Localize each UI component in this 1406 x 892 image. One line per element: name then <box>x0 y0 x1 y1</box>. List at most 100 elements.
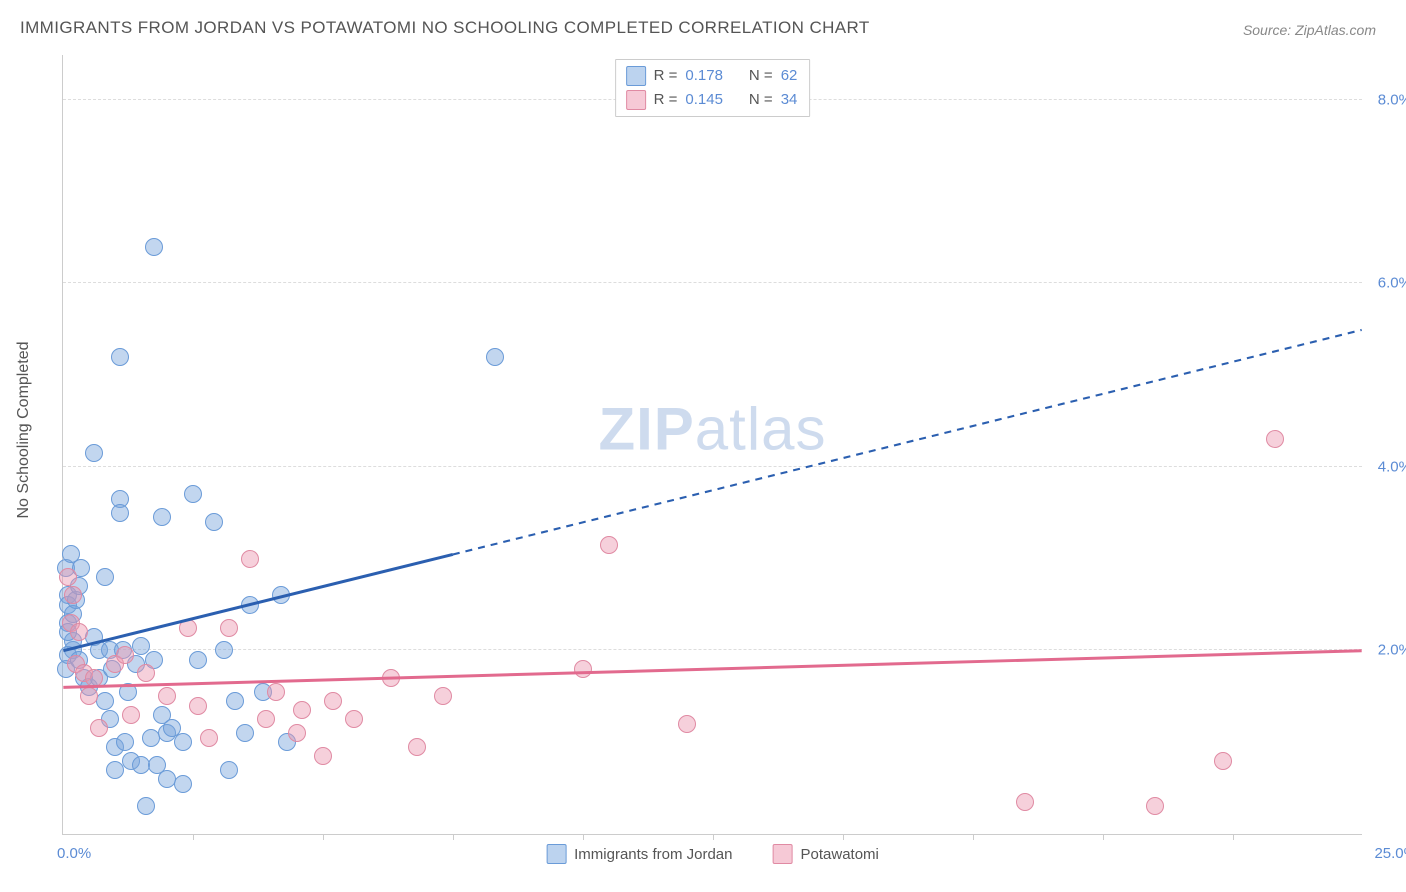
x-minor-tick <box>193 834 194 840</box>
n-label: N = <box>749 88 773 112</box>
scatter-point <box>116 646 134 664</box>
scatter-point <box>137 797 155 815</box>
gridline <box>63 649 1362 650</box>
watermark: ZIPatlas <box>598 394 826 463</box>
scatter-point <box>116 733 134 751</box>
legend-swatch-icon <box>773 844 793 864</box>
n-label: N = <box>749 64 773 88</box>
x-minor-tick <box>1103 834 1104 840</box>
x-minor-tick <box>713 834 714 840</box>
scatter-point <box>293 701 311 719</box>
scatter-point <box>122 706 140 724</box>
scatter-point <box>272 586 290 604</box>
scatter-point <box>226 692 244 710</box>
gridline <box>63 282 1362 283</box>
x-minor-tick <box>323 834 324 840</box>
legend-swatch-icon <box>546 844 566 864</box>
source-attribution: Source: ZipAtlas.com <box>1243 22 1376 38</box>
x-tick-label-min: 0.0% <box>57 845 91 862</box>
scatter-point <box>220 619 238 637</box>
scatter-plot-area: ZIPatlas R = 0.178 N = 62 R = 0.145 N = … <box>62 55 1362 835</box>
scatter-point <box>288 724 306 742</box>
scatter-point <box>119 683 137 701</box>
scatter-point <box>1266 430 1284 448</box>
legend-label: Potawatomi <box>801 846 879 863</box>
legend-swatch-icon <box>626 90 646 110</box>
y-tick-label: 6.0% <box>1362 275 1406 292</box>
scatter-point <box>345 710 363 728</box>
scatter-point <box>215 641 233 659</box>
r-value: 0.145 <box>685 88 723 112</box>
scatter-point <box>158 687 176 705</box>
scatter-point <box>64 586 82 604</box>
scatter-point <box>111 504 129 522</box>
scatter-point <box>179 619 197 637</box>
scatter-point <box>153 508 171 526</box>
scatter-point <box>174 775 192 793</box>
chart-title: IMMIGRANTS FROM JORDAN VS POTAWATOMI NO … <box>20 18 870 38</box>
scatter-point <box>189 697 207 715</box>
scatter-point <box>96 568 114 586</box>
r-label: R = <box>654 88 678 112</box>
x-tick-label-max: 25.0% <box>1374 845 1406 862</box>
scatter-point <box>678 715 696 733</box>
scatter-point <box>85 444 103 462</box>
scatter-point <box>574 660 592 678</box>
scatter-point <box>324 692 342 710</box>
n-value: 34 <box>781 88 798 112</box>
scatter-point <box>70 623 88 641</box>
scatter-point <box>1214 752 1232 770</box>
r-value: 0.178 <box>685 64 723 88</box>
scatter-point <box>241 550 259 568</box>
scatter-point <box>80 687 98 705</box>
y-axis-label: No Schooling Completed <box>15 342 33 519</box>
correlation-legend: R = 0.178 N = 62 R = 0.145 N = 34 <box>615 59 811 117</box>
scatter-point <box>1146 797 1164 815</box>
series-legend: Immigrants from Jordan Potawatomi <box>546 844 879 864</box>
scatter-point <box>382 669 400 687</box>
scatter-point <box>220 761 238 779</box>
scatter-point <box>137 664 155 682</box>
x-minor-tick <box>1233 834 1234 840</box>
r-label: R = <box>654 64 678 88</box>
x-minor-tick <box>583 834 584 840</box>
scatter-point <box>408 738 426 756</box>
scatter-point <box>85 669 103 687</box>
scatter-point <box>145 238 163 256</box>
n-value: 62 <box>781 64 798 88</box>
scatter-point <box>96 692 114 710</box>
legend-item: Potawatomi <box>773 844 879 864</box>
scatter-point <box>236 724 254 742</box>
scatter-point <box>267 683 285 701</box>
scatter-point <box>241 596 259 614</box>
scatter-point <box>200 729 218 747</box>
y-tick-label: 4.0% <box>1362 458 1406 475</box>
legend-label: Immigrants from Jordan <box>574 846 732 863</box>
scatter-point <box>486 348 504 366</box>
legend-row: R = 0.178 N = 62 <box>626 64 798 88</box>
legend-row: R = 0.145 N = 34 <box>626 88 798 112</box>
trendline <box>63 651 1361 688</box>
scatter-point <box>184 485 202 503</box>
scatter-point <box>314 747 332 765</box>
scatter-point <box>434 687 452 705</box>
scatter-point <box>205 513 223 531</box>
x-minor-tick <box>453 834 454 840</box>
gridline <box>63 466 1362 467</box>
scatter-point <box>1016 793 1034 811</box>
x-minor-tick <box>973 834 974 840</box>
scatter-point <box>174 733 192 751</box>
scatter-point <box>59 568 77 586</box>
scatter-point <box>189 651 207 669</box>
scatter-point <box>111 348 129 366</box>
scatter-point <box>90 719 108 737</box>
scatter-point <box>257 710 275 728</box>
watermark-zip: ZIP <box>598 395 694 462</box>
watermark-atlas: atlas <box>695 395 827 462</box>
x-minor-tick <box>843 834 844 840</box>
legend-swatch-icon <box>626 66 646 86</box>
trendline <box>453 330 1362 555</box>
scatter-point <box>600 536 618 554</box>
y-tick-label: 8.0% <box>1362 91 1406 108</box>
legend-item: Immigrants from Jordan <box>546 844 732 864</box>
